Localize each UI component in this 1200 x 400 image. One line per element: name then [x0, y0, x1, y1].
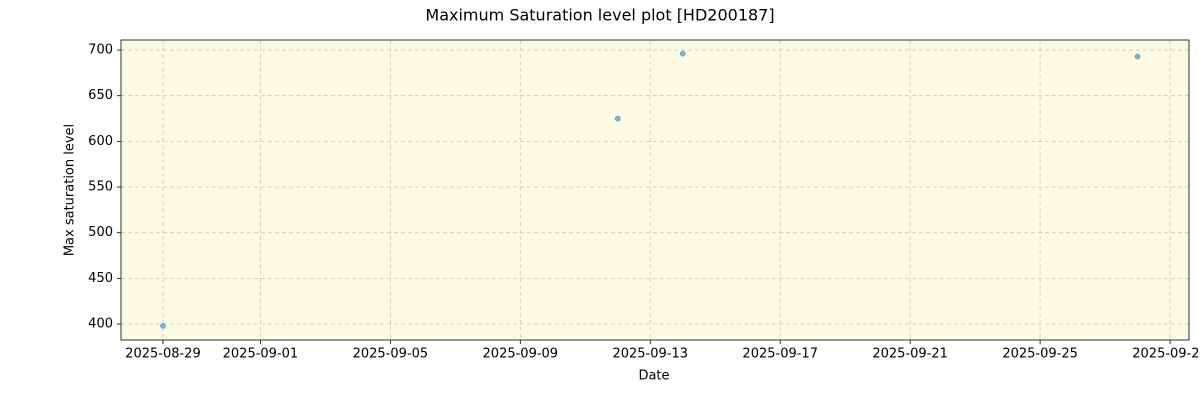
plot-layer [121, 40, 1189, 340]
x-tick-label: 2025-09-01 [223, 347, 299, 362]
y-tick-label: 400 [88, 317, 113, 332]
y-tick-label: 650 [88, 88, 113, 103]
point [614, 115, 621, 122]
point [1134, 53, 1141, 60]
y-axis-label: Max saturation level [63, 124, 78, 256]
x-axis-label: Date [638, 369, 669, 384]
x-tick-label: 2025-09-21 [872, 347, 948, 362]
x-tick-label: 2025-08-29 [125, 347, 201, 362]
axes-frame [120, 39, 1190, 341]
x-tick-label: 2025-09-25 [1002, 347, 1078, 362]
y-tick-label: 500 [88, 225, 113, 240]
point [160, 322, 166, 329]
x-tick-label: 2025-09-09 [483, 347, 559, 362]
point [679, 50, 686, 57]
y-tick-label: 550 [88, 180, 113, 195]
y-tick-label: 700 [88, 43, 113, 58]
x-tick-label: 2025-09-29 [1132, 347, 1200, 362]
x-tick-label: 2025-09-05 [353, 347, 429, 362]
x-tick-label: 2025-09-13 [612, 347, 688, 362]
chart-title: Maximum Saturation level plot [HD200187] [425, 6, 774, 25]
x-tick-label: 2025-09-17 [742, 347, 818, 362]
y-tick-label: 600 [88, 134, 113, 149]
y-tick-label: 450 [88, 271, 113, 286]
plot-area [121, 40, 1189, 340]
